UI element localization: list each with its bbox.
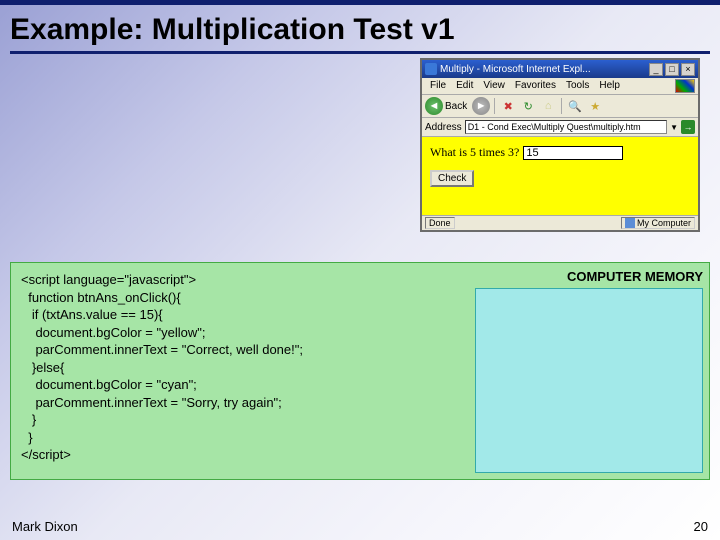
- menu-file[interactable]: File: [425, 79, 451, 93]
- footer: Mark Dixon 20: [12, 519, 708, 534]
- browser-window: Multiply - Microsoft Internet Expl... _ …: [420, 58, 700, 232]
- code-line: if (txtAns.value == 15){: [21, 307, 163, 322]
- slide-title: Example: Multiplication Test v1: [10, 13, 710, 47]
- refresh-button[interactable]: ↻: [519, 97, 537, 115]
- code-block: <script language="javascript"> function …: [11, 263, 469, 479]
- toolbar-separator: [494, 98, 495, 114]
- check-button[interactable]: Check: [430, 170, 474, 187]
- question-row: What is 5 times 3?: [430, 145, 690, 160]
- menu-view[interactable]: View: [478, 79, 510, 93]
- menu-favorites[interactable]: Favorites: [510, 79, 561, 93]
- code-line: function btnAns_onClick(){: [21, 290, 181, 305]
- status-zone: My Computer: [621, 217, 695, 229]
- ie-icon: [425, 63, 437, 75]
- menu-help[interactable]: Help: [594, 79, 625, 93]
- back-button[interactable]: ◄: [425, 97, 443, 115]
- menubar: File Edit View Favorites Tools Help: [422, 78, 698, 95]
- code-line: }else{: [21, 360, 64, 375]
- memory-title: COMPUTER MEMORY: [475, 269, 703, 284]
- go-button[interactable]: →: [681, 120, 695, 134]
- maximize-button[interactable]: □: [665, 63, 679, 76]
- memory-box: [475, 288, 703, 473]
- toolbar: ◄ Back ► ✖ ↻ ⌂ 🔍 ★: [422, 95, 698, 118]
- forward-button[interactable]: ►: [472, 97, 490, 115]
- minimize-button[interactable]: _: [649, 63, 663, 76]
- browser-title: Multiply - Microsoft Internet Expl...: [440, 64, 647, 75]
- close-button[interactable]: ×: [681, 63, 695, 76]
- code-line: }: [21, 430, 33, 445]
- home-button[interactable]: ⌂: [539, 97, 557, 115]
- browser-titlebar: Multiply - Microsoft Internet Expl... _ …: [422, 60, 698, 78]
- back-label: Back: [445, 101, 467, 112]
- memory-panel: COMPUTER MEMORY: [469, 263, 709, 479]
- page-content: What is 5 times 3? Check: [422, 137, 698, 215]
- title-underline: [10, 51, 710, 54]
- code-line: }: [21, 412, 36, 427]
- search-button[interactable]: 🔍: [566, 97, 584, 115]
- windows-flag-icon: [675, 79, 695, 93]
- code-line: document.bgColor = "yellow";: [21, 325, 205, 340]
- code-line: document.bgColor = "cyan";: [21, 377, 197, 392]
- stop-button[interactable]: ✖: [499, 97, 517, 115]
- address-label: Address: [425, 122, 462, 133]
- status-done: Done: [425, 217, 455, 229]
- code-line: parComment.innerText = "Correct, well do…: [21, 342, 303, 357]
- menu-tools[interactable]: Tools: [561, 79, 594, 93]
- computer-icon: [625, 218, 635, 228]
- title-bar: Example: Multiplication Test v1: [0, 0, 720, 51]
- code-line: <script language="javascript">: [21, 272, 196, 287]
- page-number: 20: [694, 519, 708, 534]
- menu-edit[interactable]: Edit: [451, 79, 478, 93]
- address-bar: Address D1 - Cond Exec\Multiply Quest\mu…: [422, 118, 698, 137]
- author: Mark Dixon: [12, 519, 78, 534]
- favorites-button[interactable]: ★: [586, 97, 604, 115]
- status-bar: Done My Computer: [422, 215, 698, 230]
- code-memory-panel: <script language="javascript"> function …: [10, 262, 710, 480]
- slide: Example: Multiplication Test v1 Multiply…: [0, 0, 720, 540]
- address-dropdown-icon[interactable]: ▼: [670, 123, 678, 132]
- toolbar-separator: [561, 98, 562, 114]
- code-line: parComment.innerText = "Sorry, try again…: [21, 395, 282, 410]
- question-text: What is 5 times 3?: [430, 145, 519, 160]
- address-input[interactable]: D1 - Cond Exec\Multiply Quest\multiply.h…: [465, 120, 667, 134]
- answer-input[interactable]: [523, 146, 623, 160]
- code-line: </script>: [21, 447, 71, 462]
- status-zone-label: My Computer: [637, 218, 691, 228]
